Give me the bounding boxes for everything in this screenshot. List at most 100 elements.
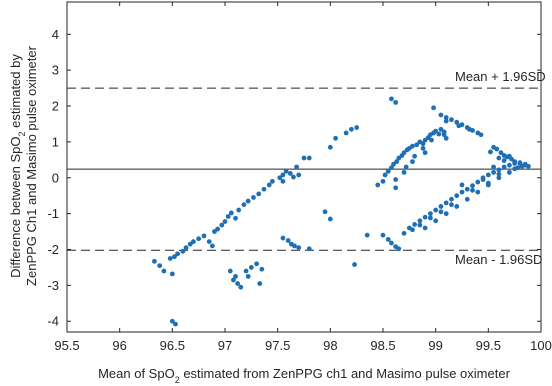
data-point: [375, 182, 381, 188]
data-point: [389, 96, 394, 102]
data-point: [401, 150, 407, 156]
data-point: [422, 214, 428, 220]
data-point: [364, 232, 370, 238]
data-point: [441, 129, 447, 135]
data-point: [449, 117, 454, 123]
y-axis-label: Difference between SpO2 estimated by Zen…: [8, 45, 39, 286]
data-point: [393, 100, 399, 105]
data-point: [393, 185, 399, 191]
y-tick-label: 1: [52, 134, 59, 149]
data-point: [459, 189, 465, 195]
data-point: [233, 274, 238, 279]
data-point: [428, 215, 433, 221]
data-point: [241, 202, 247, 208]
data-point: [512, 166, 518, 172]
data-point: [488, 149, 493, 155]
data-point: [380, 178, 386, 184]
data-point: [429, 137, 434, 143]
data-point: [417, 222, 423, 228]
data-point: [485, 180, 491, 186]
y-tick-label: -2: [47, 242, 59, 257]
data-point: [389, 165, 394, 171]
data-point: [215, 226, 221, 232]
data-point: [343, 130, 349, 136]
data-point: [259, 266, 265, 272]
data-point: [401, 169, 407, 175]
data-point: [283, 168, 289, 174]
data-point: [227, 268, 233, 274]
data-point: [464, 196, 470, 202]
data-point: [496, 171, 502, 177]
data-point: [306, 246, 312, 252]
data-point: [301, 155, 307, 161]
data-point: [422, 225, 428, 231]
data-point: [507, 153, 512, 159]
data-point: [354, 125, 360, 130]
data-point: [183, 245, 189, 251]
data-point: [494, 146, 500, 152]
data-point: [236, 207, 242, 213]
data-point: [256, 191, 262, 197]
data-point: [459, 182, 465, 188]
data-point: [507, 162, 512, 168]
data-point: [438, 209, 444, 215]
data-point: [327, 216, 333, 222]
data-point: [222, 219, 228, 224]
data-point: [420, 141, 426, 147]
data-point: [512, 159, 518, 165]
data-point: [470, 187, 475, 193]
data-point: [454, 193, 460, 199]
data-point: [245, 274, 251, 279]
data-point: [501, 158, 507, 163]
x-tick-label: 98: [323, 338, 337, 353]
y-axis-label-line2: ZenPPG Ch1 and Masimo pulse oximeter: [24, 45, 39, 286]
data-point: [228, 210, 234, 216]
data-point: [280, 178, 286, 184]
upper-loa-label: Mean + 1.96SD: [455, 69, 546, 84]
data-point: [436, 131, 442, 137]
data-point: [496, 175, 502, 181]
data-point: [454, 204, 460, 209]
data-point: [294, 164, 300, 170]
x-tick-label: 98.5: [370, 338, 395, 353]
data-point: [475, 189, 481, 195]
data-point: [191, 239, 196, 245]
data-point: [306, 155, 312, 161]
data-point: [257, 281, 263, 286]
data-point: [443, 135, 449, 141]
x-tick-label: 99: [428, 338, 442, 353]
y-tick-label: -4: [47, 314, 59, 329]
data-point: [225, 214, 231, 219]
x-axis-label: Mean of SpO2 estimated from ZenPPG ch1 a…: [98, 366, 510, 385]
data-point: [433, 128, 439, 134]
data-points: [152, 96, 531, 327]
data-point: [410, 227, 415, 233]
x-tick-label: 96: [112, 338, 126, 353]
data-point: [443, 115, 449, 120]
data-point: [498, 150, 504, 156]
data-point: [296, 245, 302, 251]
data-point: [403, 164, 409, 170]
data-point: [261, 186, 267, 192]
data-point: [385, 237, 391, 242]
data-point: [327, 144, 333, 150]
y-tick-label: 4: [52, 27, 59, 42]
data-point: [470, 183, 475, 189]
data-point: [478, 132, 484, 138]
data-point: [393, 177, 399, 182]
lower-loa-label: Mean - 1.96SD: [455, 252, 542, 267]
x-tick-label: 95.5: [54, 338, 79, 353]
data-point: [412, 153, 417, 159]
data-point: [428, 211, 433, 217]
data-point: [270, 178, 275, 184]
data-point: [206, 239, 212, 245]
data-point: [352, 262, 357, 267]
data-point: [233, 215, 238, 221]
data-point: [464, 186, 470, 192]
data-point: [433, 218, 439, 224]
data-point: [433, 207, 439, 213]
data-point: [292, 243, 297, 249]
data-point: [449, 196, 454, 202]
data-point: [431, 105, 436, 111]
